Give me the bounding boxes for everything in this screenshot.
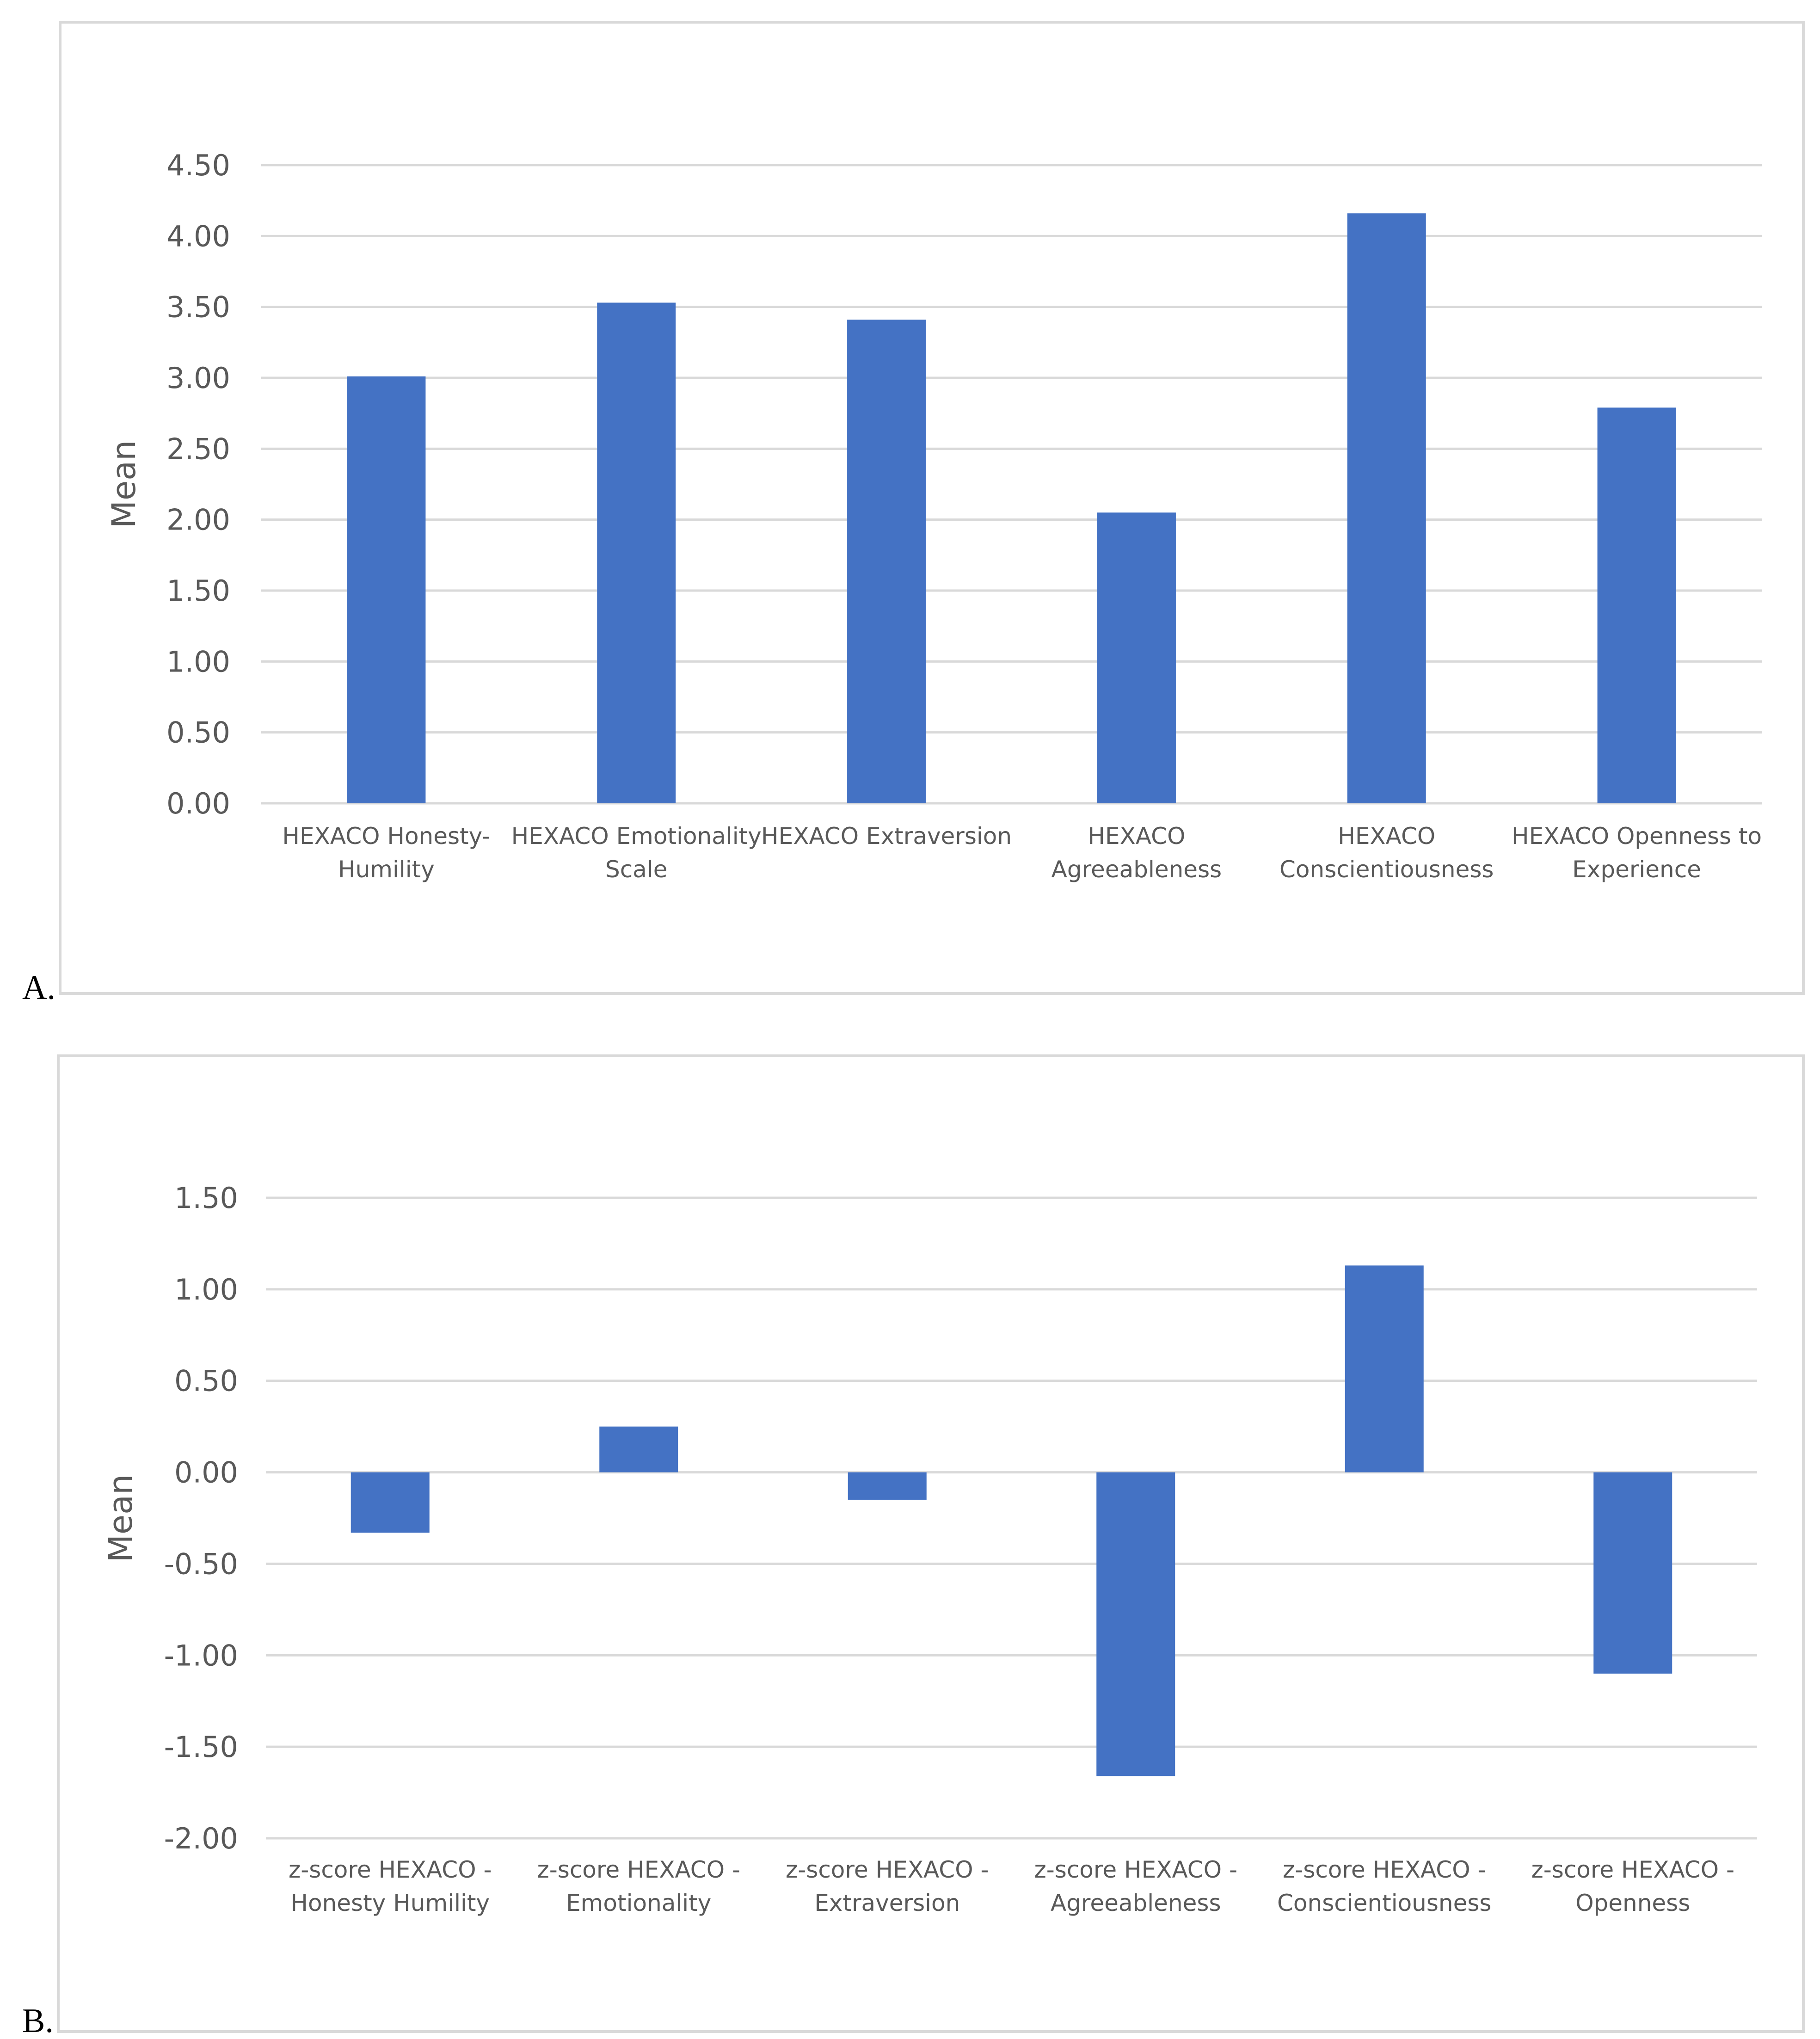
category-label: z-score HEXACO -Extraversion <box>786 1856 989 1916</box>
panel-a-letter: A. <box>22 969 55 1007</box>
y-tick-label: 2.00 <box>166 503 230 537</box>
y-axis-label: Mean <box>102 1474 140 1563</box>
bar <box>1593 1472 1672 1674</box>
y-tick-label: -0.50 <box>164 1547 238 1581</box>
bar <box>350 1472 430 1533</box>
y-tick-label: 2.50 <box>166 432 230 466</box>
category-label: HEXACO Openness to Experience <box>1512 823 1762 883</box>
category-label: z-score HEXACO -Honesty Humility <box>289 1856 492 1916</box>
y-tick-label: 4.50 <box>166 148 230 182</box>
y-tick-label: 0.50 <box>166 716 230 750</box>
category-label: z-score HEXACO -Conscientiousness <box>1277 1856 1491 1916</box>
category-label: HEXACO Conscientiousness <box>1279 823 1494 883</box>
y-tick-label: 1.50 <box>174 1181 238 1215</box>
y-tick-label: 3.00 <box>166 361 230 395</box>
bar <box>1345 1265 1424 1472</box>
category-label: HEXACO Agreeableness <box>1051 823 1222 883</box>
y-tick-label: 0.00 <box>174 1456 238 1490</box>
category-label: HEXACO Extraversion <box>761 823 1012 850</box>
bar <box>1097 512 1176 803</box>
bar <box>1096 1472 1175 1776</box>
bar <box>347 376 426 803</box>
bar <box>847 320 926 804</box>
category-label: z-score HEXACO -Openness <box>1531 1856 1734 1916</box>
chart-a: 0.00 0.50 1.00 1.50 2.00 2.50 3.00 3.50 4.00 4.50… <box>105 148 1762 883</box>
y-tick-label: -2.00 <box>164 1822 238 1855</box>
category-label: HEXACO Emotionality Scale <box>511 823 762 883</box>
panel-b-frame <box>57 1054 1805 2033</box>
bar <box>1597 407 1676 803</box>
panel-b-letter: B. <box>22 2002 54 2039</box>
category-label: z-score HEXACO -Emotionality <box>537 1856 740 1916</box>
y-tick-label: 0.50 <box>174 1364 238 1398</box>
y-tick-label: 1.00 <box>166 645 230 678</box>
y-tick-label: 0.00 <box>166 787 230 820</box>
y-tick-label: -1.00 <box>164 1639 238 1672</box>
bar <box>597 302 676 803</box>
y-tick-label: 1.00 <box>174 1273 238 1306</box>
bar <box>1347 213 1426 804</box>
bar <box>599 1426 678 1472</box>
category-label: HEXACO Honesty-Humility <box>282 823 490 883</box>
bar <box>848 1472 927 1500</box>
y-tick-label: -1.50 <box>164 1730 238 1764</box>
y-tick-label: 4.00 <box>166 219 230 253</box>
chart-b: -2.00 -1.50 -1.00 -0.50 0.00 0.50 1.00 1.50 Mean… <box>102 1181 1757 1916</box>
y-tick-label: 1.50 <box>166 574 230 608</box>
y-axis-label: Mean <box>105 440 143 529</box>
category-label: z-score HEXACO -Agreeableness <box>1034 1856 1237 1916</box>
y-tick-label: 3.50 <box>166 290 230 324</box>
